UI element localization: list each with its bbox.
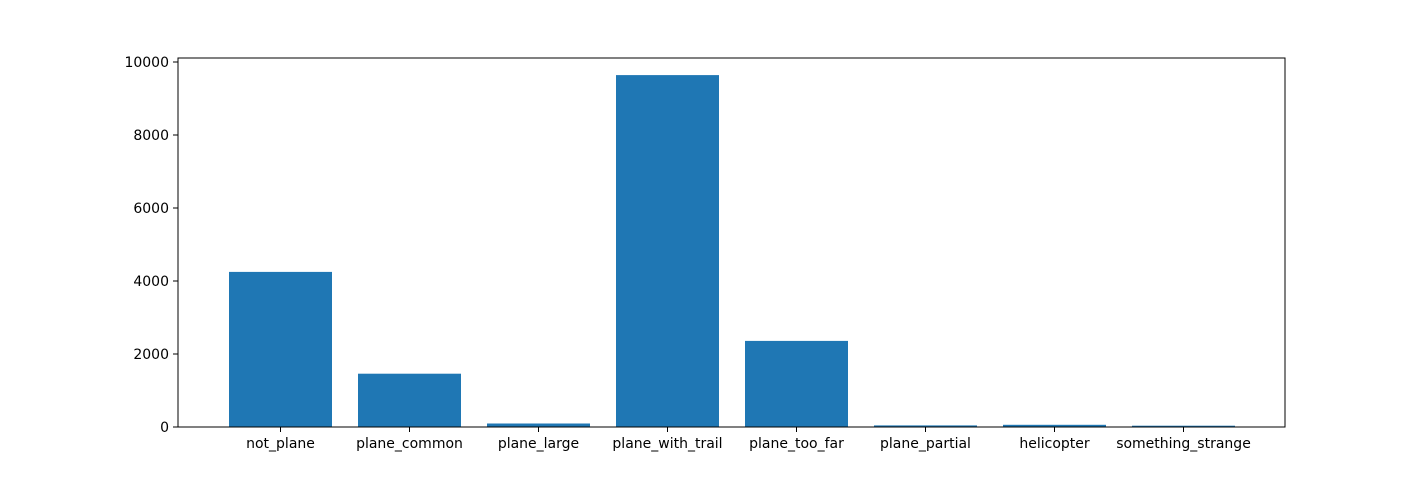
bar-plane_with_trail <box>616 75 719 427</box>
x-tick-label: plane_common <box>356 436 463 452</box>
plot-frame <box>177 57 1286 428</box>
bar-plane_large <box>487 423 590 427</box>
x-tick-label: something_strange <box>1116 436 1251 452</box>
y-tick-label: 10000 <box>124 55 169 71</box>
bars-layer <box>229 75 1235 427</box>
bar-not_plane <box>229 271 332 427</box>
x-tick-label: plane_too_far <box>749 436 844 452</box>
y-tick-label: 0 <box>160 420 169 436</box>
x-tick-label: helicopter <box>1019 436 1090 452</box>
x-tick-label: plane_partial <box>880 436 971 452</box>
bar-helicopter <box>1003 424 1106 427</box>
y-tick-label: 4000 <box>133 274 169 290</box>
x-tick-label: plane_with_trail <box>612 436 722 452</box>
bar-plane_too_far <box>745 340 848 427</box>
ticks-layer: 0 2000 4000 6000 8000 10000 not_plane plane_com… <box>124 55 1250 452</box>
axes-layer <box>177 57 1286 428</box>
bar-plane_common <box>358 373 461 427</box>
bar-something_strange <box>1132 425 1235 427</box>
x-tick-label: plane_large <box>498 436 579 452</box>
x-tick-label: not_plane <box>246 436 315 452</box>
bar-plane_partial <box>874 425 977 427</box>
y-tick-label: 6000 <box>133 201 169 217</box>
y-tick-label: 8000 <box>133 128 169 144</box>
y-tick-label: 2000 <box>133 347 169 363</box>
